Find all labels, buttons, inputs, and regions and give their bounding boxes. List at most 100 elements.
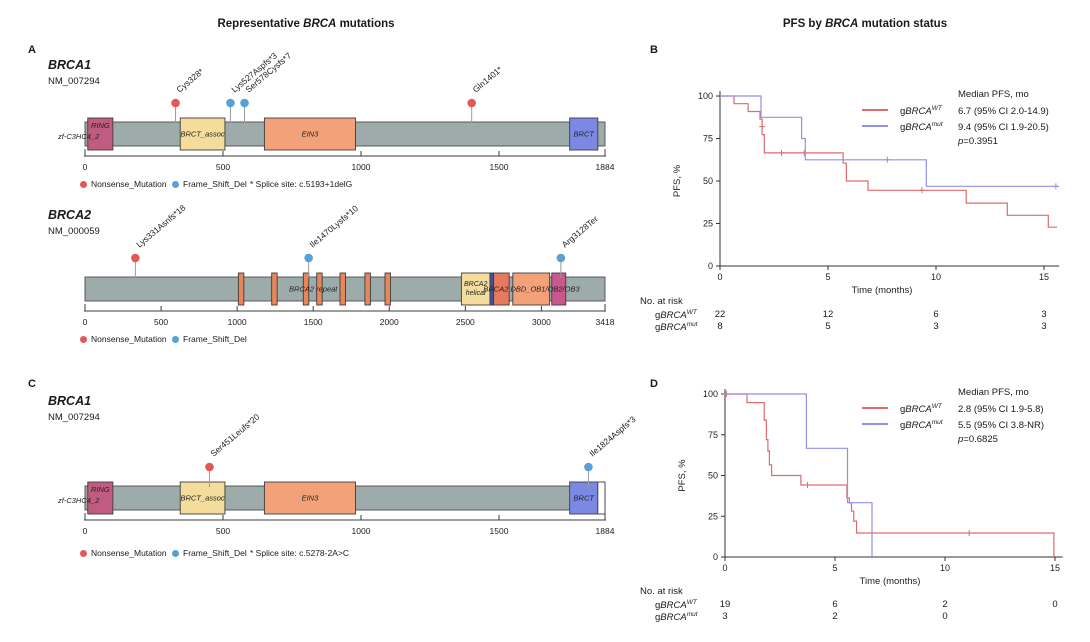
gene-name: BRCA1: [48, 58, 92, 72]
svg-text:2500: 2500: [456, 317, 475, 327]
panel-letter-d: D: [650, 378, 658, 390]
transcript-id: NM_000059: [48, 226, 100, 237]
right-figure-title: PFS by BRCA mutation status: [640, 18, 1090, 30]
svg-text:helical: helical: [466, 290, 486, 297]
svg-text:100: 100: [698, 91, 713, 101]
risk-count: 6: [933, 309, 939, 320]
legend-label-nonsense: Nonsense_Mutation: [91, 179, 167, 189]
risk-count: 3: [722, 610, 728, 622]
series-label-wt: gBRCAWT: [900, 104, 942, 117]
svg-text:3418: 3418: [596, 317, 615, 327]
panel-letter-c: C: [28, 378, 36, 390]
risk-row-label: gBRCAmut: [655, 610, 698, 623]
svg-text:0: 0: [717, 272, 722, 282]
risk-row-wt: gBRCAWT 19 6 2 0: [640, 599, 1090, 611]
svg-text:BRCT_assoc: BRCT_assoc: [180, 494, 224, 503]
svg-text:1884: 1884: [596, 526, 615, 536]
svg-text:0: 0: [83, 162, 88, 172]
p-value: p=0.3951: [958, 135, 998, 147]
svg-text:BRCT: BRCT: [574, 494, 596, 503]
svg-text:25: 25: [708, 511, 718, 521]
risk-count: 22: [714, 309, 726, 320]
svg-text:75: 75: [708, 430, 718, 440]
risk-count: 5: [825, 320, 831, 332]
gene-header-c-brca1: BRCA1 NM_007294: [48, 394, 100, 423]
svg-text:EIN3: EIN3: [302, 494, 320, 503]
svg-text:1500: 1500: [304, 317, 323, 327]
series-label-mut: gBRCAmut: [900, 121, 943, 134]
legend-panel-a-brca1: Nonsense_Mutation Frame_Shift_Del * Spli…: [60, 179, 620, 191]
left-title-gene: BRCA: [303, 18, 337, 30]
svg-text:1884: 1884: [596, 162, 615, 172]
risk-count: 3: [933, 320, 939, 332]
svg-text:0: 0: [722, 563, 727, 573]
mut-line-sample-icon: [862, 423, 888, 426]
svg-text:50: 50: [708, 471, 718, 481]
transcript-id: NM_007294: [48, 76, 100, 87]
series-label-wt: gBRCAWT: [900, 402, 942, 415]
risk-count: 12: [822, 309, 834, 320]
svg-text:0: 0: [83, 526, 88, 536]
frameshift-del-dot-icon: [172, 336, 179, 343]
splice-site-note: * Splice site: c.5193+1delG: [250, 179, 353, 189]
risk-table-title: No. at risk: [640, 586, 683, 597]
frameshift-del-dot-icon: [172, 550, 179, 557]
risk-row-mut: gBRCAmut 8 5 3 3: [640, 321, 1090, 333]
svg-text:15: 15: [1039, 272, 1049, 282]
risk-count: 3: [1041, 320, 1047, 332]
svg-text:RING: RING: [91, 485, 110, 494]
svg-text:10: 10: [940, 563, 950, 573]
left-title-pre: Representative: [217, 18, 304, 30]
svg-text:Ser451Leufs*20: Ser451Leufs*20: [208, 412, 261, 459]
nonsense-mutation-dot-icon: [80, 550, 87, 557]
lollipop-plot-brca2-panel-a: BRCA2 helical BRCA2 repeat BRCA2 DBD_OB1/OB…: [83, 202, 615, 327]
svg-text:1500: 1500: [490, 526, 509, 536]
mut-line-sample-icon: [862, 125, 888, 128]
risk-row-mut: gBRCAmut 3 2 0: [640, 611, 1090, 623]
risk-row-label: gBRCAWT: [655, 309, 697, 322]
svg-text:zf-C3HC4_2: zf-C3HC4_2: [57, 132, 100, 141]
p-value: p=0.6825: [958, 433, 998, 445]
legend-panel-a-brca2: Nonsense_Mutation Frame_Shift_Del: [60, 334, 620, 346]
svg-text:15: 15: [1050, 563, 1060, 573]
median-pfs-title: Median PFS, mo: [958, 89, 1029, 100]
risk-count: 8: [717, 320, 723, 332]
right-title-gene: BRCA: [825, 18, 859, 30]
svg-text:100: 100: [703, 389, 718, 399]
km-legend-panel-d: Median PFS, mo gBRCAWT 2.8 (95% CI 1.9-5.…: [862, 386, 1044, 446]
risk-count: 0: [1052, 599, 1058, 610]
nonsense-mutation-dot-icon: [80, 336, 87, 343]
legend-panel-c: Nonsense_Mutation Frame_Shift_Del * Spli…: [60, 548, 620, 560]
svg-text:50: 50: [703, 176, 713, 186]
frameshift-del-dot-icon: [172, 181, 179, 188]
median-pfs-title: Median PFS, mo: [958, 387, 1029, 398]
risk-row-label: gBRCAWT: [655, 599, 697, 612]
svg-text:0: 0: [713, 552, 718, 562]
svg-text:RING: RING: [91, 121, 110, 130]
lollipop-plot-brca1-panel-c: RING zf-C3HC4_2 BRCT_assoc EIN3 BRCT Ser451Le…: [57, 412, 638, 536]
series-label-mut: gBRCAmut: [900, 419, 943, 432]
svg-text:PFS, %: PFS, %: [677, 459, 688, 492]
risk-table-title: No. at risk: [640, 296, 683, 307]
right-title-pre: PFS by: [782, 18, 826, 30]
left-figure-title: Representative BRCA mutations: [0, 18, 612, 30]
svg-text:3000: 3000: [532, 317, 551, 327]
risk-count: 6: [832, 599, 838, 610]
svg-text:500: 500: [216, 162, 230, 172]
svg-text:Arg3128Ter: Arg3128Ter: [560, 214, 600, 250]
svg-text:Gln1401*: Gln1401*: [471, 64, 505, 95]
risk-count: 19: [719, 599, 731, 610]
svg-text:5: 5: [825, 272, 830, 282]
svg-text:5: 5: [832, 563, 837, 573]
splice-site-note: * Splice site: c.5278-2A>C: [250, 548, 349, 558]
gene-header-a-brca1: BRCA1 NM_007294: [48, 58, 100, 87]
legend-label-nonsense: Nonsense_Mutation: [91, 334, 167, 344]
svg-text:BRCA2 repeat: BRCA2 repeat: [289, 285, 338, 294]
svg-text:BRCA2: BRCA2: [464, 281, 487, 288]
legend-label-frameshift: Frame_Shift_Del: [183, 334, 247, 344]
svg-text:1000: 1000: [228, 317, 247, 327]
panel-letter-a: A: [28, 44, 36, 56]
km-legend-panel-b: Median PFS, mo gBRCAWT 6.7 (95% CI 2.0-14…: [862, 88, 1049, 148]
svg-text:BRCA2 DBD_OB1/OB2/OB3: BRCA2 DBD_OB1/OB2/OB3: [483, 285, 580, 294]
